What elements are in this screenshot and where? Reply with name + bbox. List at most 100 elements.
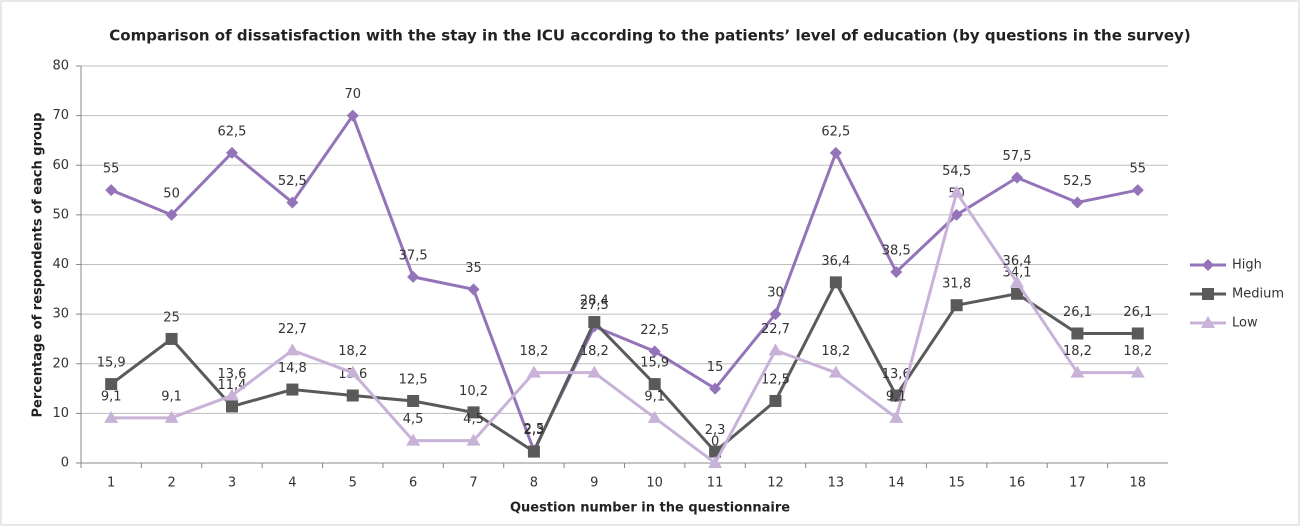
data-label: 2,3 (524, 423, 545, 438)
data-label: 14,8 (278, 361, 307, 376)
x-tick-label: 18 (1130, 476, 1147, 491)
y-tick-label: 40 (52, 257, 69, 272)
data-point (709, 382, 722, 395)
data-point (346, 389, 359, 402)
y-tick-label: 20 (52, 356, 69, 371)
y-tick-label: 50 (52, 207, 69, 222)
data-label: 38,5 (882, 243, 911, 258)
x-tick-label: 14 (888, 476, 905, 491)
data-point (346, 109, 359, 122)
data-point (1071, 327, 1084, 340)
data-label: 50 (163, 186, 180, 201)
y-axis-title: Percentage of respondents of each group (31, 113, 46, 418)
data-point (1131, 327, 1144, 340)
data-point (588, 316, 601, 329)
data-point (647, 410, 662, 423)
data-label: 4,5 (403, 412, 424, 427)
data-label: 31,8 (942, 277, 971, 292)
data-label: 62,5 (217, 124, 246, 139)
data-label: 2,5 (524, 422, 545, 437)
legend-label: High (1232, 258, 1262, 273)
data-label: 28,4 (580, 294, 609, 309)
data-label: 54,5 (942, 164, 971, 179)
x-tick-label: 7 (469, 476, 477, 491)
data-label: 18,2 (519, 344, 548, 359)
data-label: 15,9 (97, 356, 126, 371)
data-label: 22,7 (761, 322, 790, 337)
data-label: 4,5 (463, 412, 484, 427)
x-tick-label: 10 (646, 476, 663, 491)
data-point (224, 388, 239, 401)
x-tick-label: 13 (828, 476, 845, 491)
data-point (526, 365, 541, 378)
data-label: 9,1 (644, 389, 665, 404)
data-label: 10,2 (459, 384, 488, 399)
x-tick-label: 1 (107, 476, 115, 491)
data-point (769, 394, 782, 407)
data-point (1071, 196, 1084, 209)
data-point (105, 378, 118, 391)
data-point (1011, 287, 1024, 300)
x-tick-label: 16 (1009, 476, 1026, 491)
data-label: 55 (103, 162, 120, 177)
x-tick-label: 11 (707, 476, 724, 491)
y-tick-label: 70 (52, 108, 69, 123)
x-tick-label: 3 (228, 476, 236, 491)
x-tick-label: 9 (590, 476, 598, 491)
data-label: 9,1 (101, 389, 122, 404)
data-label: 9,1 (886, 389, 907, 404)
data-point (104, 410, 119, 423)
data-point (890, 265, 903, 278)
data-label: 18,2 (338, 344, 367, 359)
data-point (165, 208, 178, 221)
data-point (768, 343, 783, 356)
data-point (1131, 184, 1144, 197)
data-label: 25 (163, 310, 180, 325)
legend-marker (1201, 316, 1215, 328)
data-point (467, 406, 480, 419)
data-label: 15 (707, 360, 724, 375)
x-tick-label: 6 (409, 476, 417, 491)
data-point (769, 308, 782, 321)
data-label: 12,5 (399, 372, 428, 387)
x-tick-label: 2 (167, 476, 175, 491)
data-label: 22,5 (640, 323, 669, 338)
data-label: 27,5 (580, 298, 609, 313)
data-label: 26,1 (1063, 305, 1092, 320)
data-label: 12,5 (761, 372, 790, 387)
data-point (648, 378, 661, 391)
data-point (828, 365, 843, 378)
series-line (110, 279, 1138, 454)
data-label: 37,5 (399, 248, 428, 263)
data-point (286, 383, 299, 396)
data-label: 0 (711, 435, 719, 450)
data-label: 52,5 (1063, 174, 1092, 189)
data-point (285, 343, 300, 356)
data-point (648, 345, 661, 358)
data-label: 18,2 (580, 344, 609, 359)
y-tick-label: 60 (52, 158, 69, 173)
data-point (467, 283, 480, 296)
data-label: 2,3 (705, 423, 726, 438)
chart-title: Comparison of dissatisfaction with the s… (109, 27, 1190, 45)
data-point (829, 146, 842, 159)
y-tick-label: 80 (52, 59, 69, 74)
legend-label: Low (1232, 316, 1258, 331)
data-point (407, 394, 420, 407)
data-label: 13,6 (882, 367, 911, 382)
data-label: 36,4 (821, 254, 850, 269)
data-point (708, 456, 723, 468)
x-tick-label: 4 (288, 476, 296, 491)
data-point (950, 208, 963, 221)
data-label: 18,2 (821, 344, 850, 359)
data-point (345, 365, 360, 378)
data-label: 35 (465, 261, 482, 276)
x-axis-title: Question number in the questionnaire (510, 501, 790, 516)
legend-label: Medium (1232, 287, 1284, 302)
data-point (890, 389, 903, 402)
data-label: 57,5 (1003, 149, 1032, 164)
x-tick-label: 17 (1069, 476, 1086, 491)
data-point (1010, 275, 1025, 288)
data-label: 18,2 (1063, 344, 1092, 359)
